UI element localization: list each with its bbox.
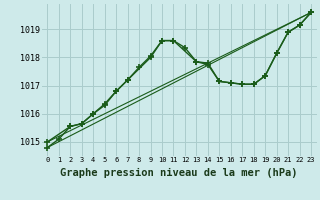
X-axis label: Graphe pression niveau de la mer (hPa): Graphe pression niveau de la mer (hPa) (60, 168, 298, 178)
